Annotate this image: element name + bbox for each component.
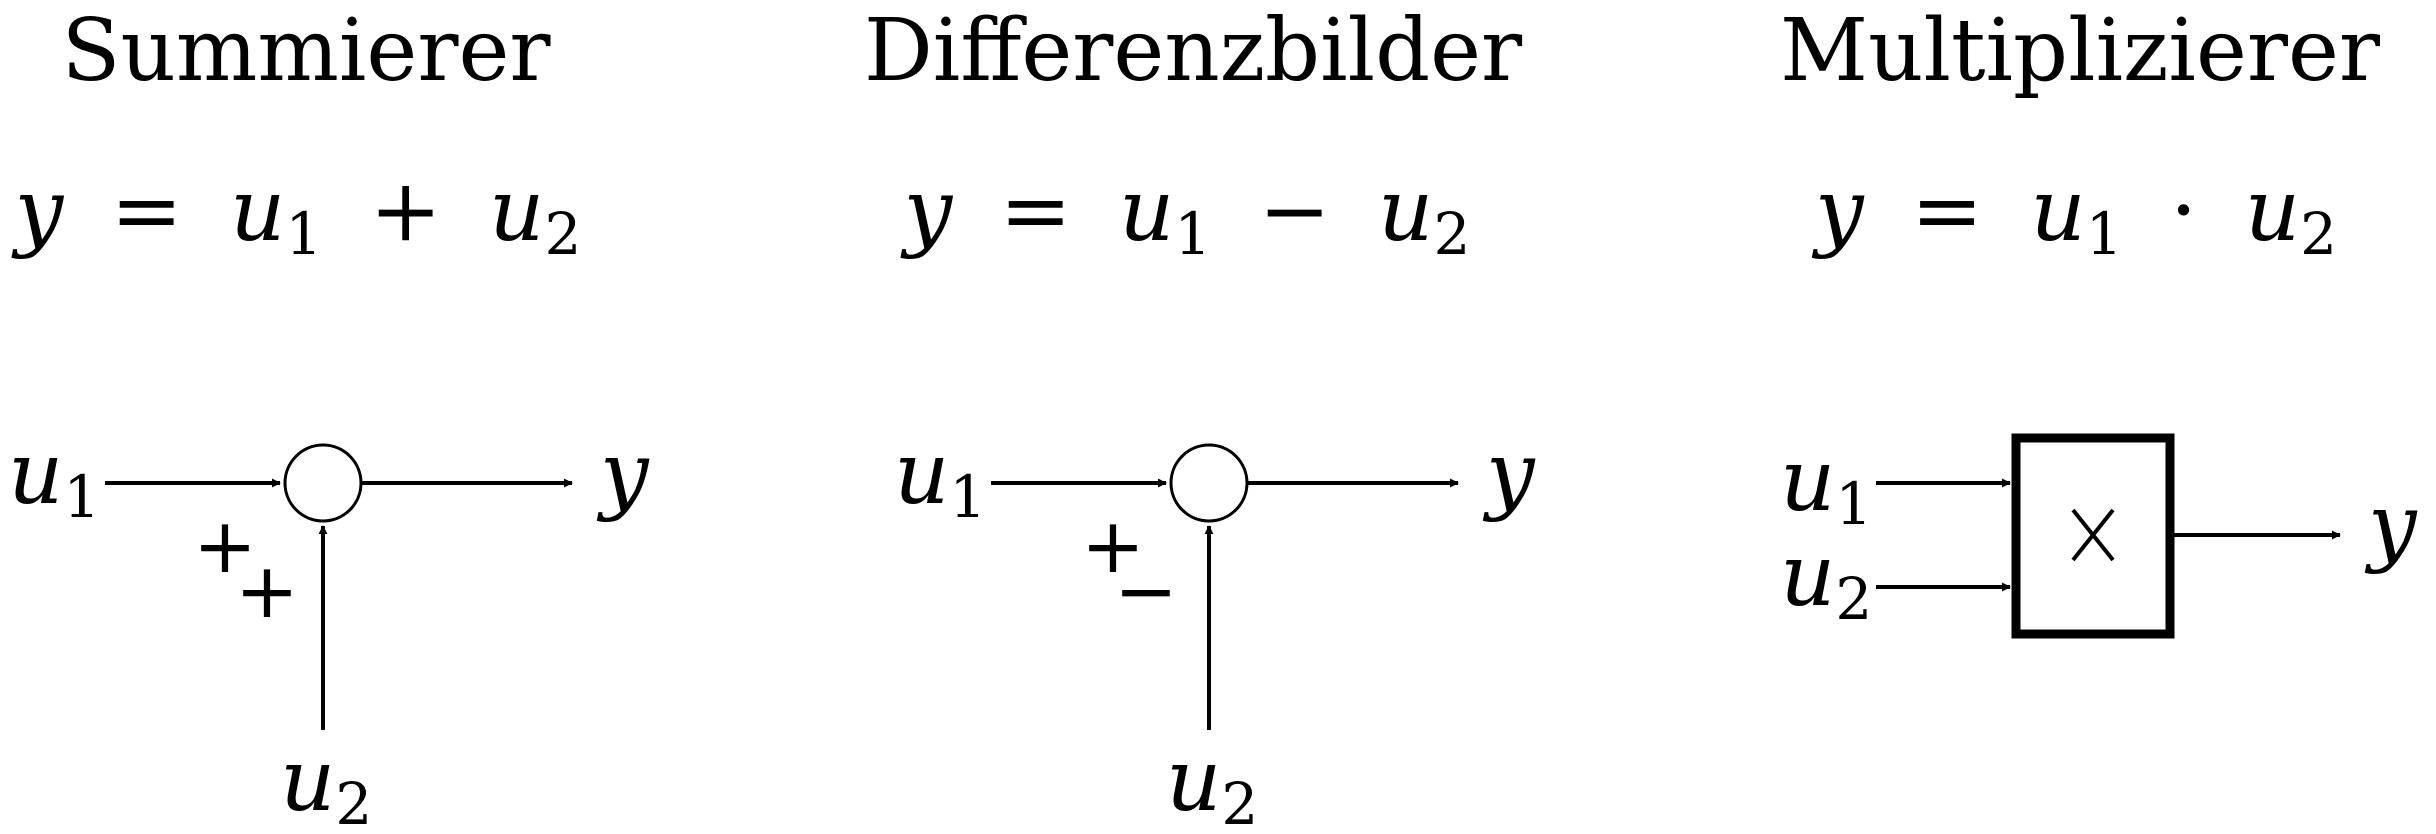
output-y-label: y	[1482, 424, 1536, 524]
equation-output: y	[1811, 161, 1865, 261]
panel-multiplizierer: Multiplizierer y = u1 · u2 u1 u2 y	[1780, 1, 2418, 639]
panel-title: Differenzbilder	[864, 1, 1523, 101]
input-u1-symbol: u	[1780, 431, 1835, 531]
equation-equals: =	[111, 161, 183, 261]
input-u1-symbol: u	[8, 424, 63, 524]
input-u1-label: u1	[1780, 431, 1872, 538]
equation-input-b-subscript: 2	[1433, 200, 1470, 268]
panel-summierer: Summierer y = u1 + u2 u1 y u2 + +	[8, 1, 650, 834]
equation-input-b: u	[489, 161, 544, 261]
equation-input-b-subscript: 2	[2300, 200, 2337, 268]
input-u1-subscript: 1	[949, 463, 986, 531]
input-u1-label: u1	[8, 424, 100, 531]
equation-operator: +	[370, 161, 442, 261]
summing-junction	[283, 443, 363, 523]
output-y-label: y	[2364, 476, 2418, 576]
multiply-symbol	[2071, 508, 2115, 562]
input-u2-subscript: 2	[1221, 770, 1258, 834]
input-u2-label: u2	[1780, 526, 1872, 633]
input-u2-label: u2	[280, 731, 372, 834]
sign-input-u1: +	[193, 501, 257, 590]
input-u1-label: u1	[894, 424, 986, 531]
input-u2-symbol: u	[280, 731, 335, 831]
equation: y = u1 · u2	[1811, 161, 2337, 275]
equation-input-b: u	[1378, 161, 1433, 261]
input-u2-label: u2	[1166, 731, 1258, 834]
input-u2-subscript: 2	[1835, 565, 1872, 633]
equation-input-a: u	[1119, 161, 1174, 261]
summing-junction	[1169, 443, 1249, 523]
input-u2-subscript: 2	[335, 770, 372, 834]
panel-differenzbilder: Differenzbilder y = u1 − u2 u1 y u2 + −	[864, 1, 1536, 834]
equation-equals: =	[1000, 161, 1072, 261]
equation-equals: =	[1911, 161, 1983, 261]
input-u2-symbol: u	[1166, 731, 1221, 831]
equation-input-b: u	[2245, 161, 2300, 261]
equation-input-a: u	[2030, 161, 2085, 261]
equation-operator: −	[1259, 161, 1331, 261]
equation: y = u1 + u2	[11, 161, 582, 275]
sign-input-u1: +	[1081, 501, 1145, 590]
panel-title: Multiplizierer	[1780, 1, 2381, 101]
sign-input-u2: −	[1114, 546, 1178, 635]
equation-input-a-subscript: 1	[285, 200, 322, 268]
equation-input-a-subscript: 1	[1174, 200, 1211, 268]
input-u1-symbol: u	[894, 424, 949, 524]
equation-input-b-subscript: 2	[544, 200, 581, 268]
equation-input-a: u	[230, 161, 285, 261]
input-u1-subscript: 1	[63, 463, 100, 531]
output-y-label: y	[596, 424, 650, 524]
equation-output: y	[11, 161, 65, 261]
equation-input-a-subscript: 1	[2086, 200, 2123, 268]
equation-output: y	[900, 161, 954, 261]
equation: y = u1 − u2	[900, 161, 1471, 275]
input-u1-subscript: 1	[1835, 470, 1872, 538]
input-u2-symbol: u	[1780, 526, 1835, 626]
equation-operator: ·	[2170, 161, 2197, 261]
panel-title: Summierer	[62, 1, 552, 101]
sign-input-u2: +	[235, 546, 299, 635]
